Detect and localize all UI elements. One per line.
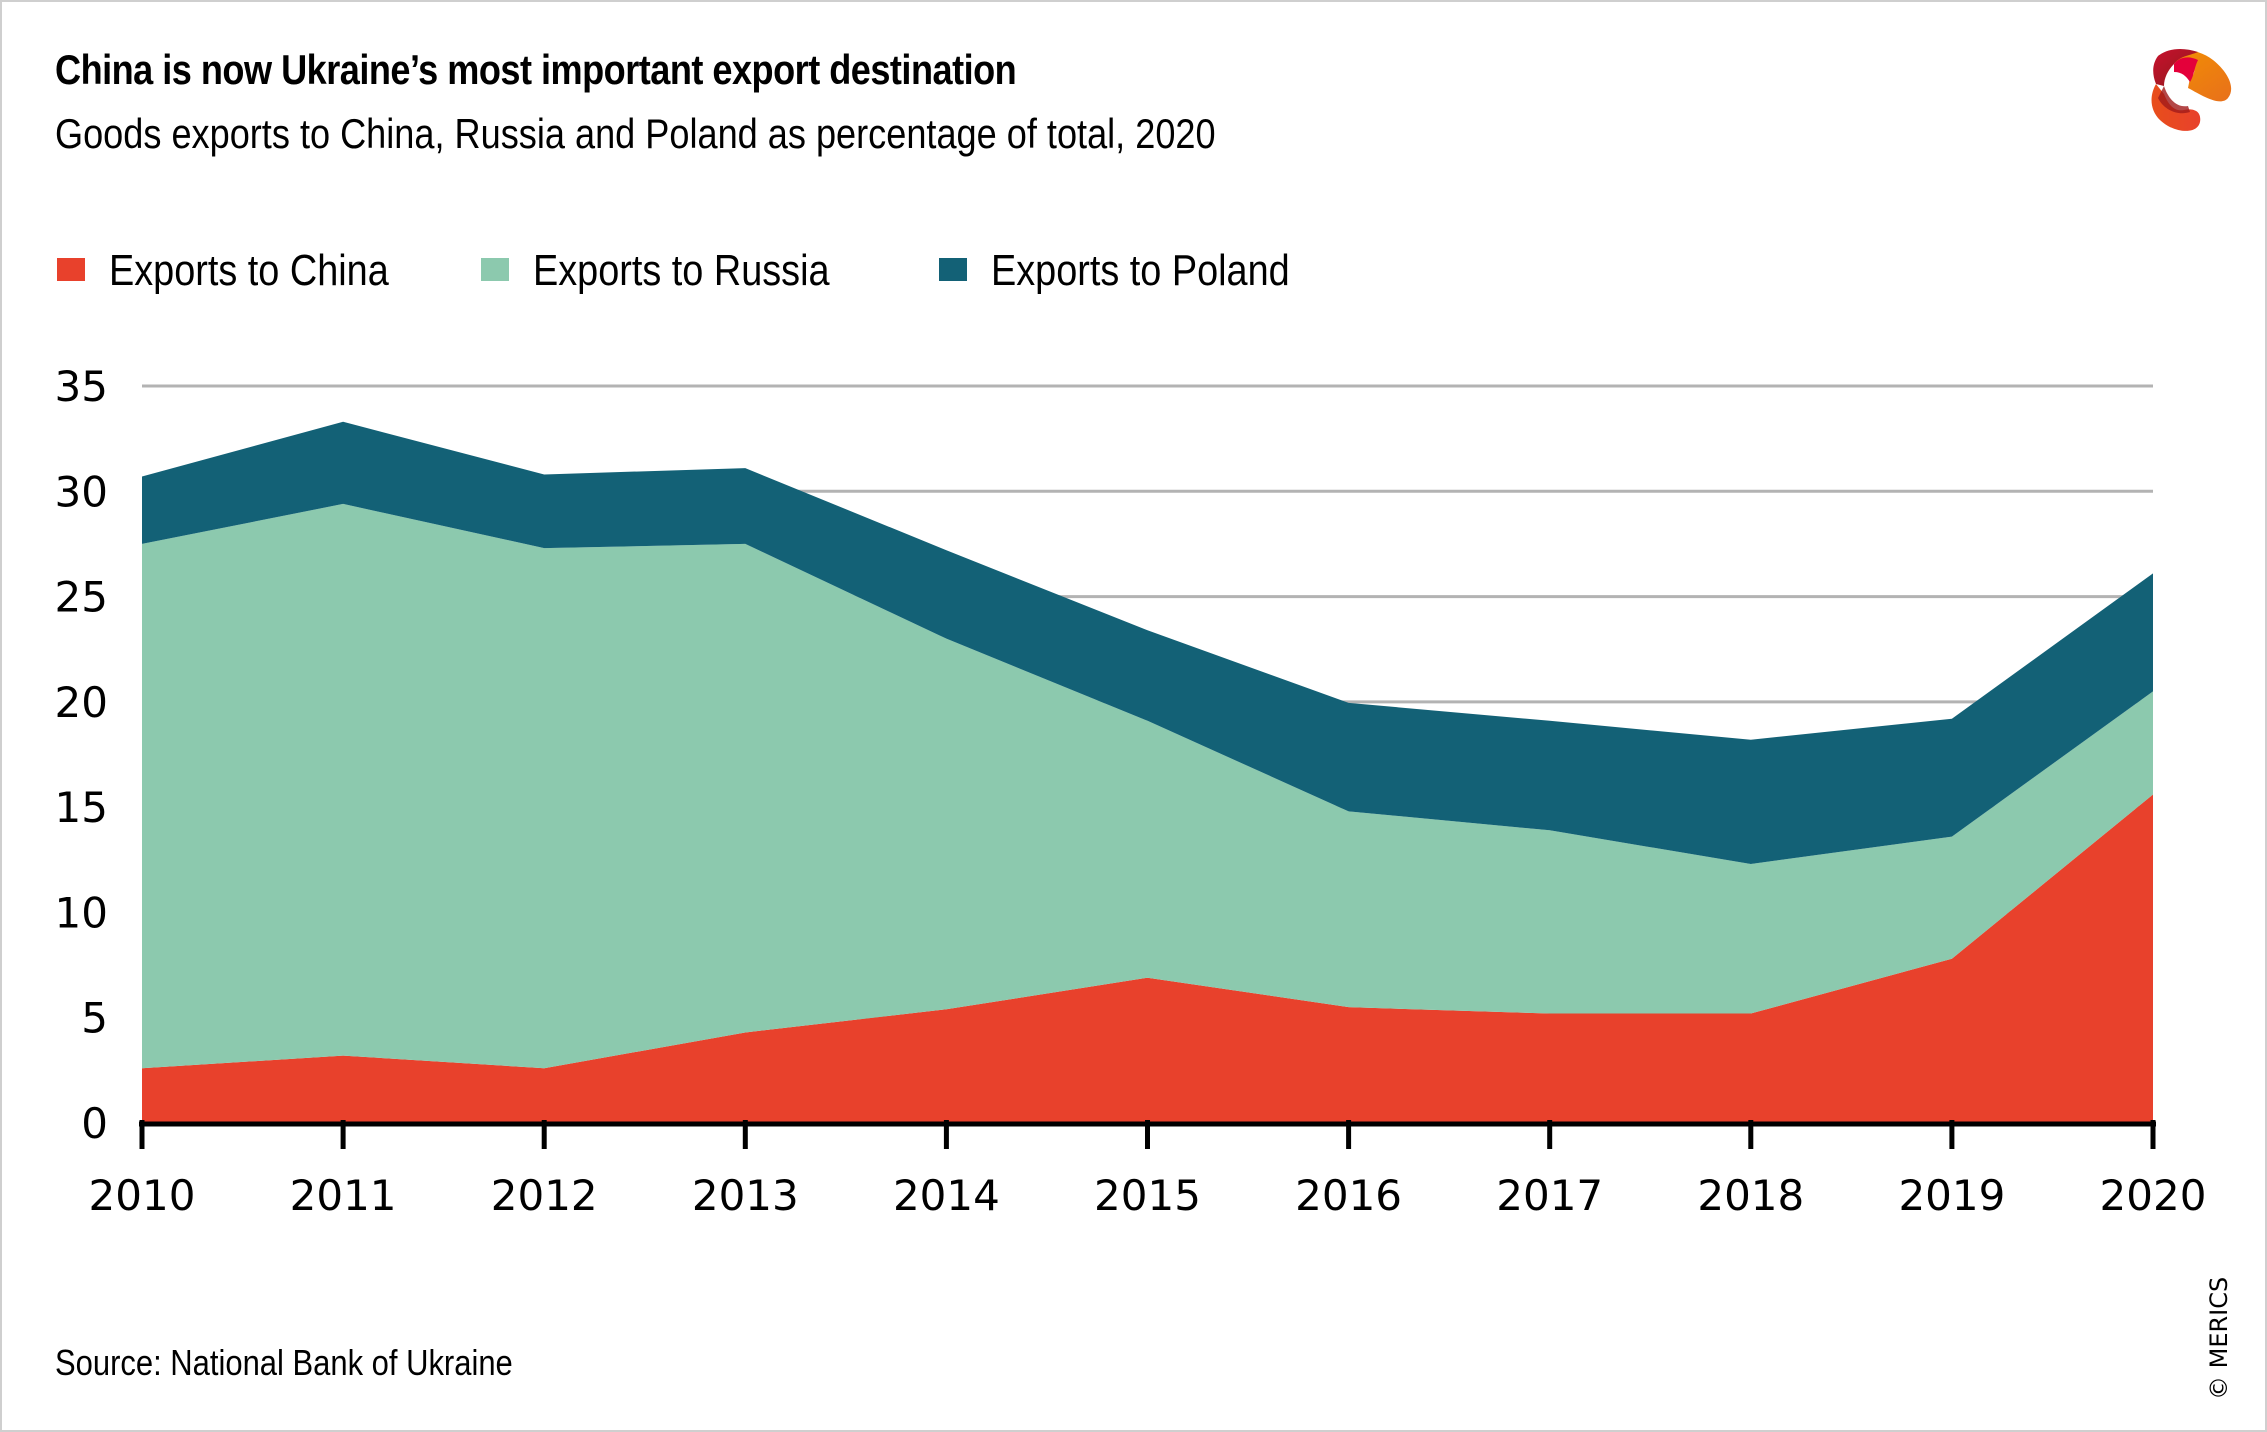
y-tick-label: 15 <box>55 783 108 832</box>
y-axis: 0 5 10 15 20 25 30 35 <box>55 362 108 1148</box>
x-tick-label: 2020 <box>2100 1171 2207 1220</box>
x-tick-label: 2014 <box>893 1171 1000 1220</box>
chart-title: China is now Ukraine’s most important ex… <box>55 46 1017 93</box>
x-tick-label: 2018 <box>1697 1171 1804 1220</box>
legend-swatch-poland <box>939 258 967 281</box>
merics-logo-icon <box>2128 38 2238 138</box>
area-exports-to-china <box>142 794 2153 1123</box>
y-tick-label: 10 <box>55 888 108 937</box>
area-exports-to-russia <box>142 503 2153 1069</box>
area-layers <box>142 421 2153 1123</box>
area-exports-to-poland <box>142 421 2153 864</box>
x-tick-label: 2013 <box>692 1171 799 1220</box>
x-tick-label: 2012 <box>491 1171 598 1220</box>
chart-subtitle: Goods exports to China, Russia and Polan… <box>55 110 1216 157</box>
legend-label-poland: Exports to Poland <box>991 246 1290 295</box>
y-tick-label: 30 <box>55 467 108 516</box>
copyright-note: © MERICS <box>2205 1276 2233 1400</box>
source-note: Source: National Bank of Ukraine <box>55 1342 513 1383</box>
x-tick-label: 2017 <box>1496 1171 1603 1220</box>
y-tick-label: 5 <box>81 994 108 1043</box>
y-tick-label: 20 <box>55 678 108 727</box>
y-tick-label: 35 <box>55 362 108 411</box>
x-tick-label: 2011 <box>290 1171 397 1220</box>
legend-label-russia: Exports to Russia <box>533 246 830 295</box>
legend-swatch-china <box>57 258 85 281</box>
x-tick-label: 2019 <box>1898 1171 2005 1220</box>
x-tick-label: 2016 <box>1295 1171 1402 1220</box>
y-tick-label: 0 <box>81 1099 108 1148</box>
legend-label-china: Exports to China <box>109 246 389 295</box>
legend-swatch-russia <box>481 258 509 281</box>
x-axis: 2010 2011 2012 2013 2014 2015 2016 2017 2018 2019… <box>89 1120 2207 1220</box>
y-tick-label: 25 <box>55 573 108 622</box>
x-tick-label: 2010 <box>89 1171 196 1220</box>
x-tick-label: 2015 <box>1094 1171 1201 1220</box>
